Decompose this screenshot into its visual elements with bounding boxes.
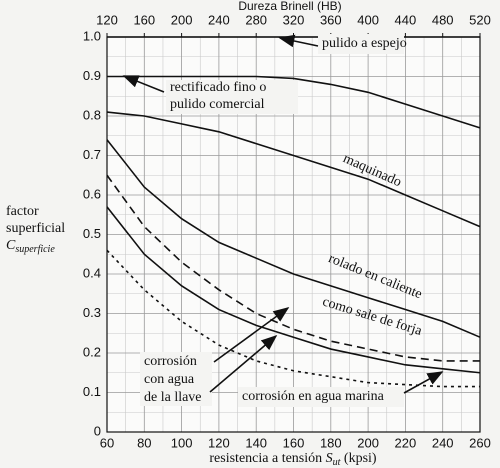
arrow: [209, 334, 278, 393]
y-tick-label: 0.9: [83, 68, 101, 83]
curve-label: pulido a espejo: [322, 36, 407, 51]
label-bg: [140, 352, 212, 406]
x-tick-label: 60: [100, 435, 114, 450]
x2-tick-label: 440: [395, 12, 417, 27]
y-tick-label: 0.3: [83, 305, 101, 320]
y-tick-label: 0: [94, 423, 101, 438]
x-axis-title: resistencia a tensión Sut (kpsi): [209, 451, 377, 468]
x-subscript: ut: [333, 457, 341, 468]
x-tick-label: 260: [469, 435, 491, 450]
x-symbol: S: [326, 451, 333, 466]
y-tick-label: 0.6: [83, 186, 101, 201]
curve: [106, 206, 481, 374]
y-axis-title: factor: [6, 204, 39, 219]
x2-tick-label: 240: [208, 12, 230, 27]
x-tick-label: 140: [245, 435, 267, 450]
y-tick-label: 0.7: [83, 147, 101, 162]
curve-label: pulido comercial: [170, 97, 265, 112]
y-tick-label: 0.1: [83, 384, 101, 399]
x-tick-label: 80: [137, 435, 151, 450]
x-tick-label: 180: [320, 435, 342, 450]
curve: [106, 139, 481, 338]
curve-label: con agua: [144, 372, 195, 387]
label-bg: [238, 387, 404, 407]
x2-tick-label: 320: [283, 12, 305, 27]
x2-axis-title: Dureza Brinell (HB): [238, 0, 341, 13]
x-units: (kpsi): [344, 451, 377, 466]
x-tick-label: 200: [357, 435, 379, 450]
arrow: [403, 371, 444, 394]
x-tick-label: 220: [395, 435, 417, 450]
x2-tick-label: 480: [432, 12, 454, 27]
y-axis-title: superficial: [6, 221, 65, 236]
curve-label: de la llave: [144, 390, 202, 405]
curve: [107, 75, 481, 129]
curve-label: corrosión: [144, 354, 197, 369]
arrow: [278, 34, 319, 48]
x2-tick-label: 360: [320, 12, 342, 27]
curve: [106, 174, 480, 362]
curve-label: corrosión en agua marina: [242, 389, 385, 404]
arrow: [122, 75, 165, 93]
x2-tick-label: 120: [96, 12, 118, 27]
label-bg: [318, 34, 404, 54]
x-tick-label: 160: [283, 435, 305, 450]
x2-tick-label: 200: [171, 12, 193, 27]
y-tick-label: 0.2: [83, 344, 101, 359]
y-tick-label: 0.5: [83, 226, 101, 241]
x-tick-label: 240: [432, 435, 454, 450]
curve-label: rectificado fino o: [170, 80, 266, 95]
y-axis-symbol: Csuperficie: [6, 238, 55, 255]
y-tick-label: 1.0: [83, 28, 101, 43]
y-tick-label: 0.8: [83, 107, 101, 122]
arrow: [213, 307, 290, 363]
x-tick-label: 100: [171, 435, 193, 450]
x2-tick-label: 160: [133, 12, 155, 27]
y-tick-label: 0.4: [83, 265, 101, 280]
x2-tick-label: 520: [469, 12, 491, 27]
y-subscript: superficie: [15, 244, 55, 255]
label-bg: [166, 80, 298, 114]
y-symbol: C: [6, 238, 16, 253]
x-label: resistencia a tensión: [209, 451, 322, 466]
curve: [106, 111, 481, 228]
x2-tick-label: 400: [357, 12, 379, 27]
x-tick-label: 120: [208, 435, 230, 450]
x2-tick-label: 280: [245, 12, 267, 27]
